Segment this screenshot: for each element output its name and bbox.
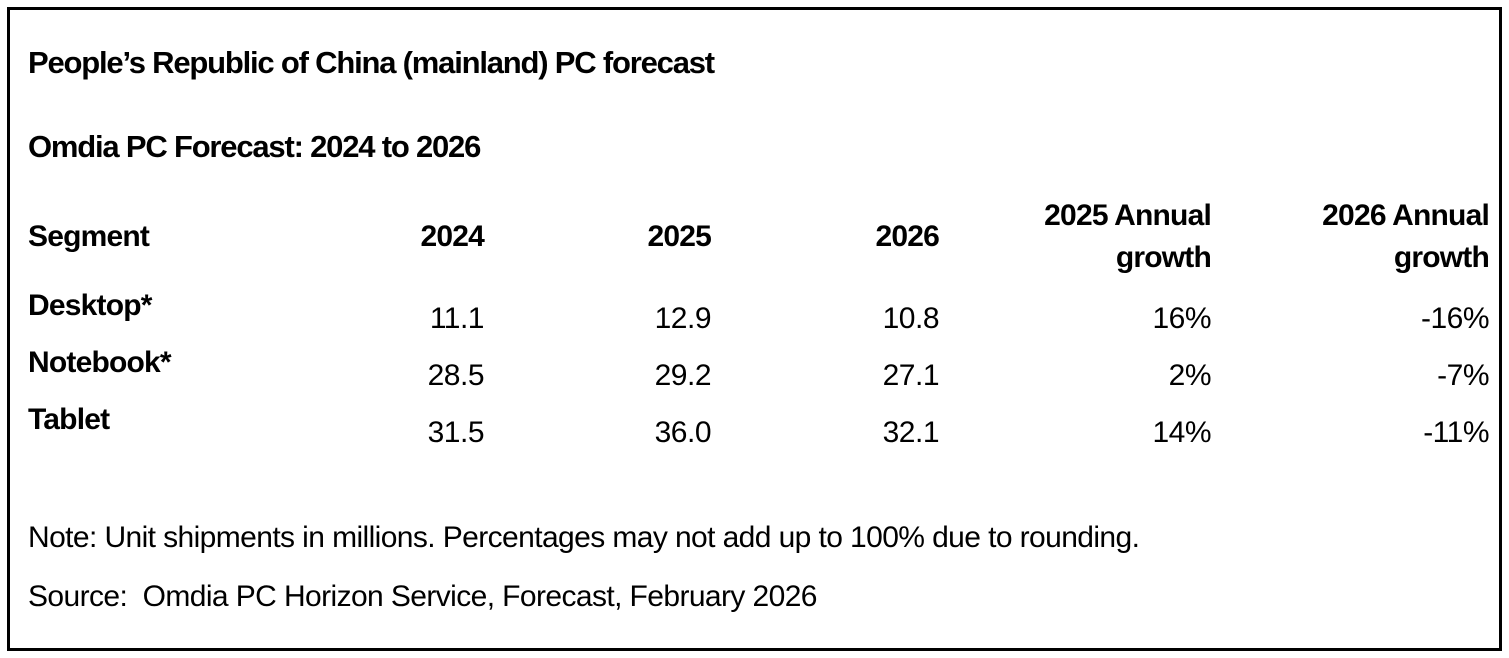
table-row-notebook: Notebook* 28.5 29.2 27.1 2% -7% [28, 339, 1490, 396]
column-header-2024: 2024 [420, 220, 484, 254]
value-2024: 31.5 [427, 416, 485, 450]
value-2026: 10.8 [882, 302, 940, 336]
value-2024: 28.5 [427, 359, 485, 393]
column-header-2025: 2025 [647, 220, 711, 254]
table-subtitle: Omdia PC Forecast: 2024 to 2026 [28, 129, 481, 165]
column-header-2026: 2026 [875, 220, 939, 254]
forecast-table: Segment 2024 2025 2026 2025 Annual growt… [28, 192, 1490, 453]
value-2025-growth: 14% [1152, 416, 1211, 450]
segment-label: Notebook* [28, 346, 172, 380]
value-2025-growth: 16% [1152, 302, 1211, 336]
source-line: Source: Omdia PC Horizon Service, Foreca… [28, 579, 817, 613]
value-2026: 32.1 [882, 416, 940, 450]
column-header-2025-growth: 2025 Annual growth [939, 195, 1212, 279]
column-header-2026-growth-line1: 2026 Annual [1322, 199, 1490, 233]
table-frame: People’s Republic of China (mainland) PC… [7, 7, 1502, 651]
value-2025: 36.0 [654, 416, 712, 450]
segment-label: Tablet [28, 403, 110, 437]
value-2026-growth: -16% [1420, 302, 1490, 336]
value-2026: 27.1 [882, 359, 940, 393]
table-row-desktop: Desktop* 11.1 12.9 10.8 16% -16% [28, 282, 1490, 339]
value-2024: 11.1 [429, 302, 485, 336]
value-2026-growth: -7% [1437, 359, 1489, 393]
page-title: People’s Republic of China (mainland) PC… [28, 45, 715, 80]
value-2025: 12.9 [654, 302, 712, 336]
table-header-row: Segment 2024 2025 2026 2025 Annual growt… [28, 192, 1490, 282]
column-header-segment: Segment [28, 220, 150, 254]
table-row-tablet: Tablet 31.5 36.0 32.1 14% -11% [28, 396, 1490, 453]
column-header-2026-growth-line2: growth [1393, 241, 1490, 275]
column-header-2025-growth-line2: growth [1115, 241, 1212, 275]
column-header-2026-growth: 2026 Annual growth [1211, 195, 1490, 279]
value-2026-growth: -11% [1423, 416, 1489, 450]
segment-label: Desktop* [28, 289, 152, 323]
value-2025: 29.2 [654, 359, 712, 393]
footnote: Note: Unit shipments in millions. Percen… [28, 521, 1140, 555]
value-2025-growth: 2% [1168, 359, 1212, 393]
column-header-2025-growth-line1: 2025 Annual [1044, 199, 1212, 233]
